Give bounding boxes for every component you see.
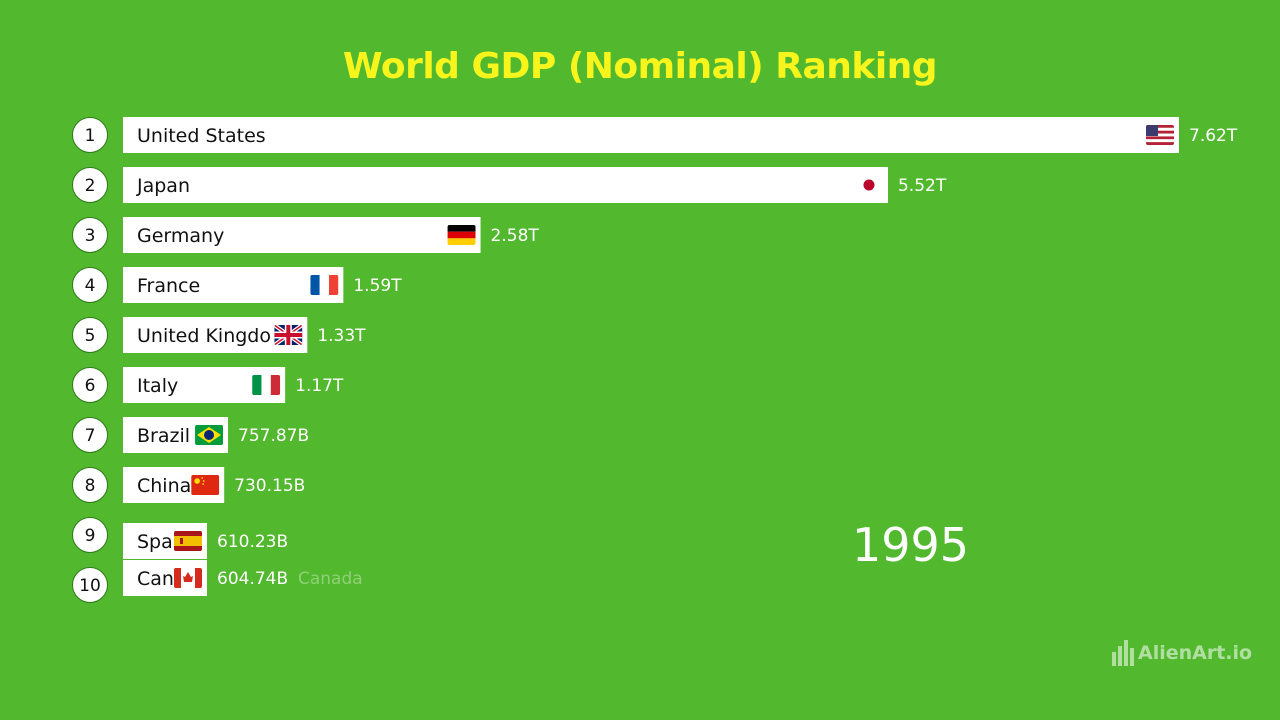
- rank-number: 5: [85, 326, 96, 346]
- value-label: 7.62T: [1189, 126, 1238, 146]
- rank-circle: [72, 267, 108, 303]
- rank-circle: [72, 367, 108, 403]
- rank-number: 8: [85, 476, 96, 496]
- ghost-country-label: Canada: [298, 569, 363, 589]
- country-label: Spa: [137, 531, 173, 553]
- country-label: Japan: [136, 175, 190, 197]
- bar-row-2: 2 Japan 5.52T: [72, 167, 947, 203]
- rank-number: 1: [85, 126, 96, 146]
- brazil-flag-icon: [195, 425, 224, 445]
- japan-flag-icon: [854, 175, 883, 195]
- rank-number: 3: [85, 226, 96, 246]
- country-label: United States: [137, 125, 266, 147]
- spain-flag-icon: [174, 531, 202, 551]
- rank-circle: [72, 317, 108, 353]
- canada-flag-icon: [174, 568, 202, 588]
- value-label: 1.33T: [317, 326, 366, 346]
- rank-number: 6: [85, 376, 96, 396]
- rank-circle: [72, 567, 108, 603]
- bar-chart-logo-icon: [1112, 640, 1134, 666]
- value-label: 757.87B: [238, 426, 309, 446]
- brand-watermark: AlienArt.io: [1112, 640, 1252, 666]
- year-label: 1995: [852, 518, 970, 572]
- germany-flag-icon: [447, 225, 476, 245]
- bar-row-10: 10 Can 604.74B Canada: [72, 560, 363, 603]
- rank-circle: [72, 167, 108, 203]
- country-label: China: [137, 475, 191, 497]
- country-label: Italy: [137, 375, 178, 397]
- italy-flag-icon: [252, 375, 281, 395]
- rank-number: 7: [85, 426, 96, 446]
- country-label: Germany: [137, 225, 224, 247]
- bar-row-6: 6 Italy 1.17T: [72, 367, 344, 403]
- bar-row-3: 3 Germany 2.58T: [72, 217, 540, 253]
- country-label: France: [137, 275, 200, 297]
- rank-circle: [72, 467, 108, 503]
- us-flag-icon: [1146, 125, 1174, 145]
- rank-number: 10: [79, 576, 101, 596]
- bar: [123, 167, 888, 203]
- rank-number: 2: [85, 176, 96, 196]
- brand-name: AlienArt.io: [1138, 642, 1253, 664]
- bar-row-4: 4 France 1.59T: [72, 267, 402, 303]
- value-label: 1.17T: [295, 376, 344, 396]
- country-label: Can: [137, 568, 174, 590]
- bar-row-5: 5 United Kingdo 1.33T: [72, 317, 366, 353]
- value-label: 730.15B: [234, 476, 305, 496]
- rank-circle: [72, 417, 108, 453]
- bar: [123, 267, 344, 303]
- bar-row-7: 7 Brazil 757.87B: [72, 417, 309, 453]
- bar: [123, 217, 481, 253]
- chart-title: World GDP (Nominal) Ranking: [342, 46, 938, 87]
- bar: [123, 117, 1179, 153]
- value-label: 5.52T: [898, 176, 947, 196]
- china-flag-icon: [191, 475, 220, 495]
- value-label: 604.74B: [217, 569, 288, 589]
- uk-flag-icon: [274, 325, 303, 345]
- value-label: 1.59T: [353, 276, 402, 296]
- value-label: 610.23B: [217, 532, 288, 552]
- bar-row-8: 8 China 730.15B: [72, 467, 305, 503]
- rank-circle: [72, 217, 108, 253]
- country-label: Brazil: [137, 425, 190, 447]
- rank-circle: [72, 117, 108, 153]
- country-label: United Kingdo: [137, 325, 271, 347]
- value-label: 2.58T: [491, 226, 540, 246]
- france-flag-icon: [310, 275, 339, 295]
- bar-row-1: 1 United States 7.62T: [72, 117, 1238, 153]
- bar-row-9: 9 Spa 610.23B: [72, 517, 288, 559]
- rank-number: 9: [85, 526, 96, 546]
- rank-number: 4: [85, 276, 96, 296]
- rank-circle: [72, 517, 108, 553]
